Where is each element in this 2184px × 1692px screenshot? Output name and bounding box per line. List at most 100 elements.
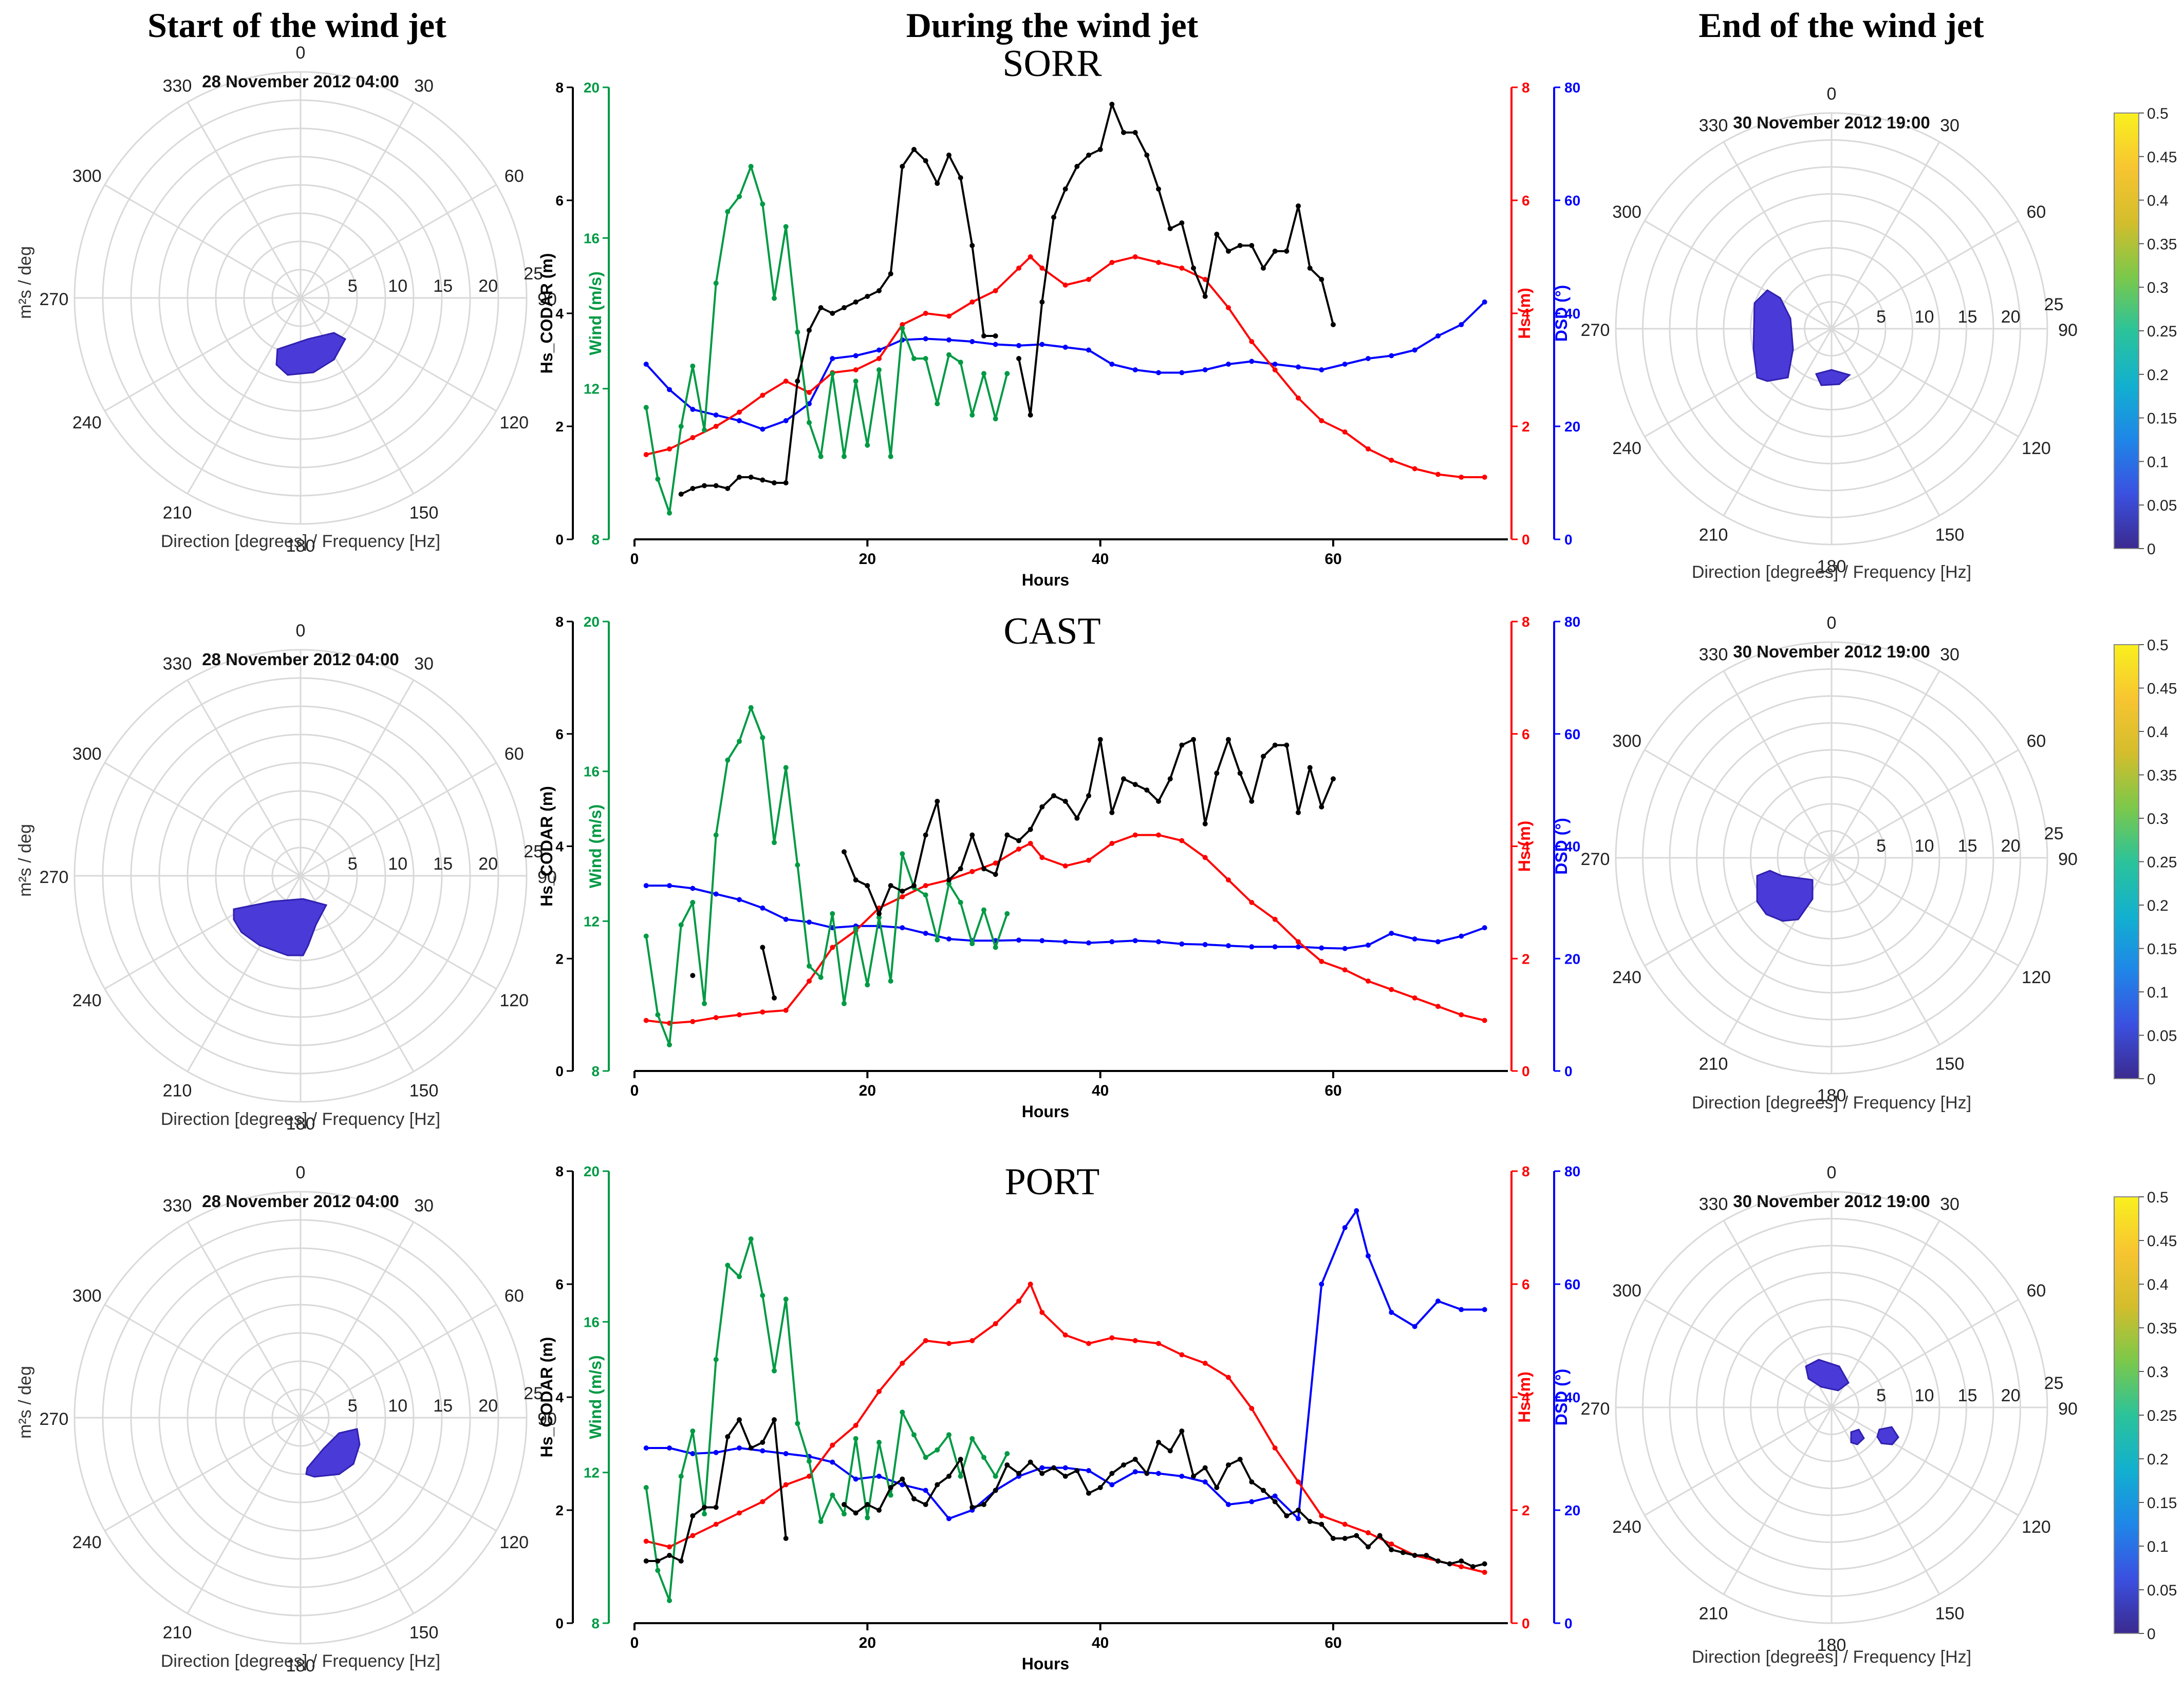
data-point: [842, 1502, 847, 1507]
data-point: [923, 892, 928, 898]
data-point: [1296, 944, 1301, 950]
radius-label: 10: [1915, 1386, 1934, 1405]
colorbars: 0 0.05 0.1 0.15 0.2 0.25 0.3 0.35 0.4 0.45 0.5 0 0.0…: [2114, 105, 2177, 1643]
data-point: [1366, 943, 1371, 948]
data-point: [818, 454, 824, 459]
data-point: [969, 1436, 975, 1441]
data-point: [772, 480, 777, 485]
y-tick-label: 8: [591, 1063, 600, 1079]
data-point: [830, 1492, 835, 1498]
data-point: [1226, 1375, 1231, 1380]
data-point: [1191, 737, 1196, 742]
data-point: [713, 424, 719, 429]
data-point: [678, 922, 684, 928]
data-point: [807, 1458, 812, 1464]
polar-spoke: [186, 1417, 302, 1614]
data-point: [760, 1448, 766, 1454]
data-point: [853, 353, 858, 359]
data-point: [807, 979, 812, 984]
data-point: [1389, 458, 1394, 463]
y-tick-label: 4: [555, 306, 564, 322]
angle-label: 270: [40, 868, 69, 887]
y-tick-label: 2: [555, 419, 564, 435]
y-tick-label: 20: [1564, 951, 1580, 967]
data-point: [923, 832, 928, 838]
radius-label: 25: [524, 264, 543, 284]
data-point: [853, 1436, 858, 1441]
data-point: [888, 1492, 893, 1498]
data-point: [1459, 475, 1464, 480]
data-point: [690, 1451, 696, 1456]
colorbar-label: 0: [2147, 541, 2156, 558]
y-tick-label: 6: [1522, 193, 1530, 209]
data-point: [1237, 243, 1243, 248]
data-point: [1389, 1541, 1394, 1547]
data-point: [1016, 937, 1021, 943]
data-point: [807, 919, 812, 925]
data-point: [1331, 322, 1336, 327]
angle-label: 270: [40, 1409, 69, 1429]
data-point: [1459, 1558, 1464, 1564]
data-point: [1296, 939, 1301, 945]
data-point: [865, 1502, 870, 1507]
data-point: [1366, 1253, 1371, 1258]
angle-label: 90: [537, 1409, 557, 1429]
angle-label: 150: [1935, 525, 1965, 544]
colorbar-label: 0: [2147, 1626, 2156, 1643]
data-point: [667, 1042, 672, 1047]
data-point: [1249, 243, 1255, 248]
data-point: [748, 705, 754, 710]
y-axis-label: DSD (°): [1552, 1369, 1571, 1426]
y-tick-label: 0: [1522, 1063, 1530, 1079]
spectrum-blob: [1876, 1426, 1899, 1445]
data-point: [1062, 186, 1068, 192]
data-point: [923, 356, 928, 361]
data-point: [795, 1421, 800, 1426]
data-point: [876, 1440, 882, 1445]
y-tick-label: 4: [1522, 1389, 1530, 1405]
data-point: [1132, 832, 1138, 838]
angle-label: 210: [163, 1623, 192, 1643]
data-point: [958, 899, 963, 905]
data-point: [1342, 362, 1348, 367]
data-point: [1319, 277, 1324, 282]
data-point: [958, 175, 963, 180]
polar-spoke: [300, 297, 415, 494]
data-point: [1296, 203, 1301, 209]
data-point: [1109, 1471, 1115, 1476]
angle-label: 240: [1612, 1517, 1641, 1537]
data-point: [737, 418, 742, 423]
y-axis-label: Hs_CODAR (m): [537, 253, 556, 374]
data-point: [1074, 164, 1080, 169]
data-point: [923, 158, 928, 163]
data-point: [1086, 793, 1091, 799]
data-point: [900, 889, 905, 894]
data-point: [888, 271, 893, 276]
data-point: [842, 849, 847, 855]
data-point: [1202, 294, 1208, 299]
data-point: [969, 832, 975, 838]
data-point: [876, 367, 882, 372]
data-point: [1132, 1469, 1138, 1475]
data-point: [900, 322, 905, 327]
y-tick-label: 60: [1564, 1276, 1580, 1292]
polar-xlabel: Direction [degrees] / Frequency [Hz]: [161, 1110, 440, 1129]
data-point: [1319, 367, 1324, 372]
colorbar-label: 0.4: [2147, 1276, 2169, 1293]
x-tick-label: 0: [630, 551, 639, 568]
y-tick-label: 20: [584, 614, 600, 630]
data-point: [1389, 1310, 1394, 1315]
x-tick-label: 60: [1324, 551, 1341, 568]
data-point: [1272, 1499, 1278, 1505]
x-tick-label: 0: [630, 1082, 639, 1099]
data-point: [1226, 737, 1231, 742]
angle-label: 0: [296, 621, 306, 641]
data-point: [737, 1012, 742, 1018]
angle-label: 240: [72, 991, 102, 1010]
angle-label: 300: [72, 744, 102, 764]
polar-title: 30 November 2012 19:00: [1733, 642, 1930, 661]
polar-plot: 0 30 60 90 120 150 180 210 240 270 300 330 5 10 15 20 25…: [1581, 613, 2078, 1113]
data-point: [748, 1445, 754, 1451]
radius-label: 5: [348, 276, 358, 296]
